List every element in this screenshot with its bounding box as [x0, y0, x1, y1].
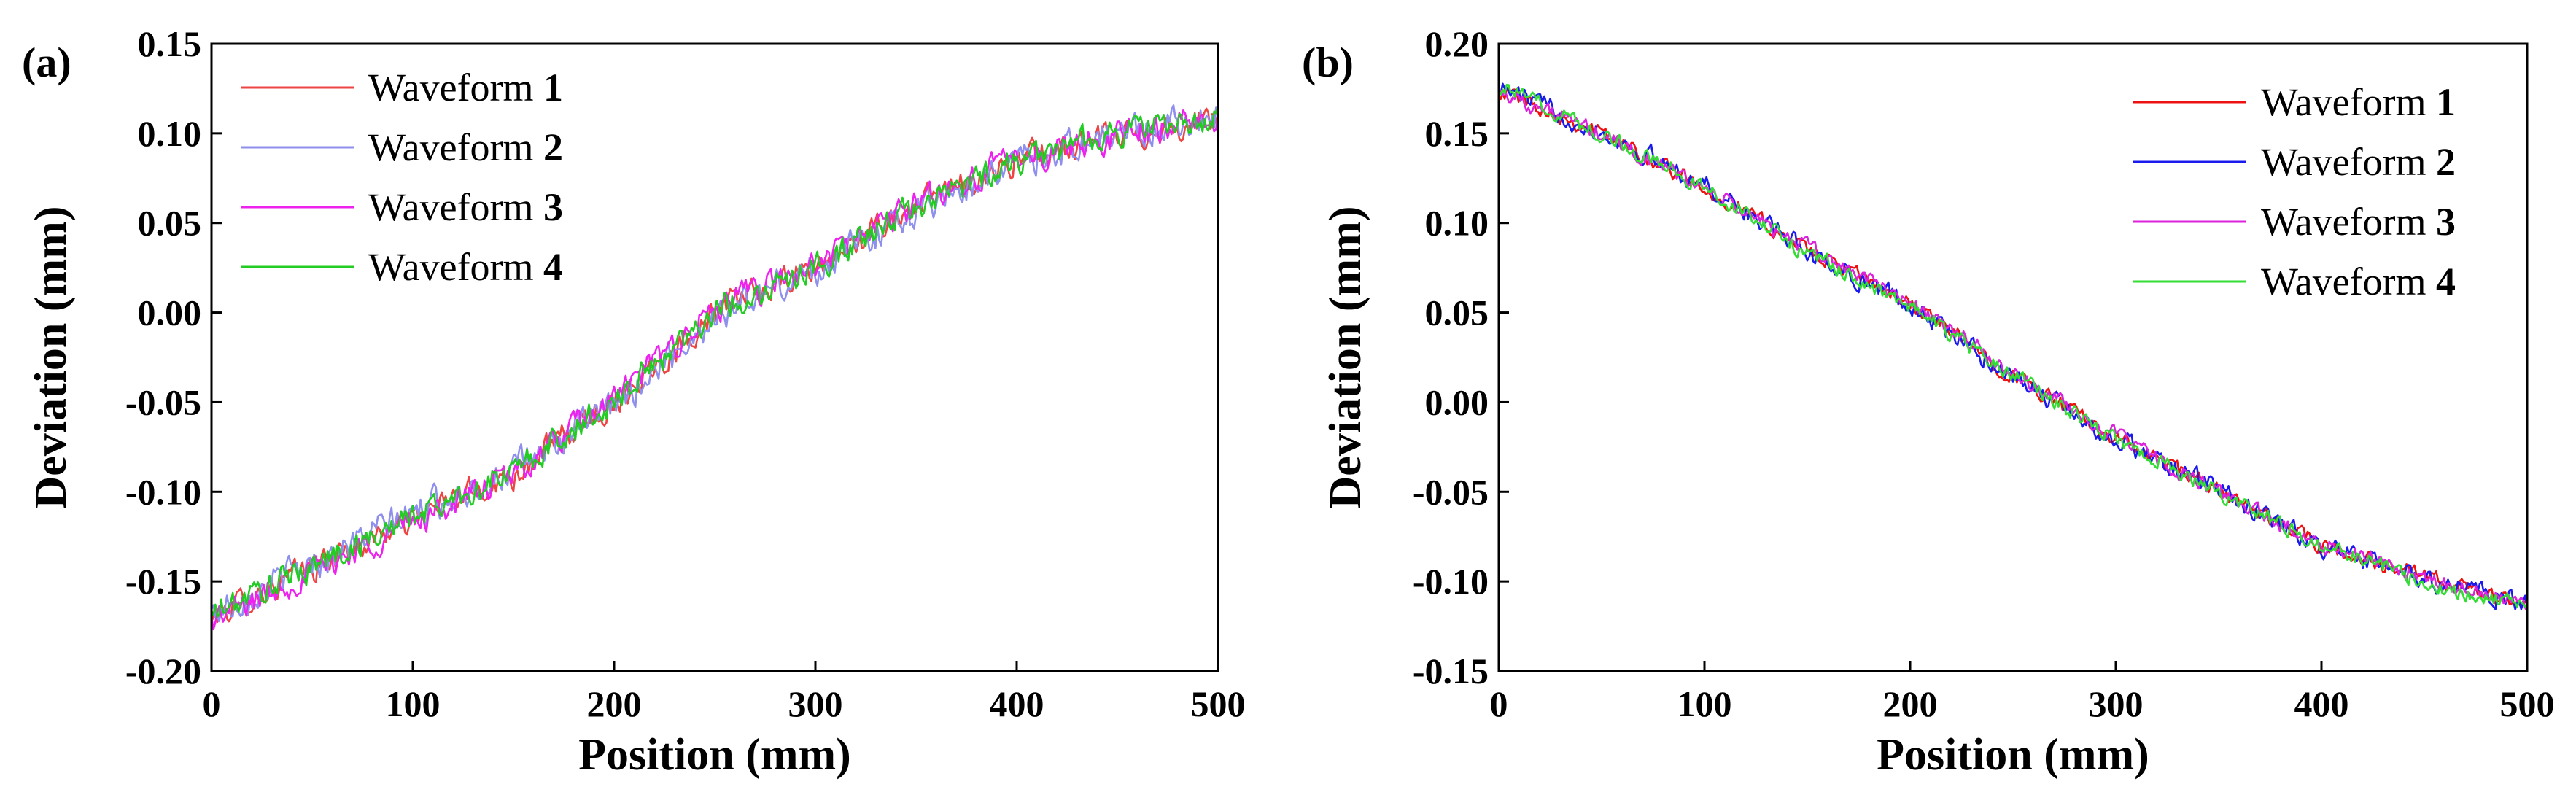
y-tick-label: 0.10 — [1425, 203, 1489, 244]
plot-frame — [1497, 42, 2529, 672]
legend-name: Waveform — [2261, 260, 2436, 303]
legend-number: 1 — [543, 66, 563, 109]
chart-panel-a: (a) 0 100 200 300 400 500 -0.20 -0.15 -0.10 -0.05… — [22, 23, 1246, 780]
y-tick-label: -0.05 — [125, 381, 201, 422]
x-tick-label: 400 — [990, 683, 1044, 724]
y-tick-label: 0.05 — [138, 203, 202, 244]
legend-label: Waveform 4 — [2261, 260, 2456, 303]
legend-number: 2 — [543, 125, 563, 169]
x-tick-label: 500 — [1191, 683, 1246, 724]
legend-number: 1 — [2436, 80, 2456, 124]
x-tick-label: 200 — [1883, 683, 1938, 724]
plot-area — [212, 104, 1218, 631]
y-tick-label: 0.15 — [138, 23, 202, 64]
legend-number: 2 — [2436, 140, 2456, 184]
legend-name: Waveform — [368, 245, 543, 289]
axis-ticks: 0 100 200 300 400 500 -0.15 -0.10 -0.05 0.00 0.05 0… — [1413, 23, 2555, 724]
legend-name: Waveform — [2261, 200, 2436, 244]
y-tick-label: -0.10 — [125, 471, 201, 512]
legend-label: Waveform 2 — [2261, 140, 2456, 184]
legend-name: Waveform — [2261, 140, 2436, 184]
x-tick-label: 400 — [2294, 683, 2349, 724]
x-axis-label: Position (mm) — [578, 730, 851, 780]
y-tick-label: 0.00 — [1425, 381, 1489, 422]
legend-name: Waveform — [368, 185, 543, 229]
x-tick-label: 100 — [1677, 683, 1732, 724]
legend-label: Waveform 3 — [368, 185, 563, 229]
x-axis-label: Position (mm) — [1877, 730, 2149, 780]
legend-number: 3 — [543, 185, 563, 229]
x-tick-label: 300 — [788, 683, 843, 724]
legend-label: Waveform 3 — [2261, 200, 2456, 244]
panel-label: (a) — [22, 39, 71, 86]
x-tick-label: 200 — [587, 683, 642, 724]
series-line-waveform-4 — [212, 105, 1218, 618]
plot-frame — [210, 42, 1219, 672]
x-tick-label: 300 — [2089, 683, 2144, 724]
legend-label: Waveform 1 — [368, 66, 563, 109]
y-tick-label: 0.05 — [1425, 292, 1489, 333]
panel-label: (b) — [1302, 39, 1354, 86]
x-tick-label: 0 — [1490, 683, 1508, 724]
y-tick-label: 0.15 — [1425, 113, 1489, 154]
x-tick-label: 0 — [203, 683, 221, 724]
legend-label: Waveform 1 — [2261, 80, 2456, 124]
plot-area — [1499, 82, 2527, 612]
y-tick-label: 0.20 — [1425, 23, 1489, 64]
x-tick-label: 500 — [2500, 683, 2555, 724]
legend-name: Waveform — [2261, 80, 2436, 124]
legend-label: Waveform 2 — [368, 125, 563, 169]
y-tick-label: 0.00 — [138, 292, 202, 333]
y-axis-label: Deviation (mm) — [26, 206, 76, 509]
legend-name: Waveform — [368, 66, 543, 109]
legend-name: Waveform — [368, 125, 543, 169]
series-line-waveform-3 — [212, 109, 1218, 631]
x-tick-label: 100 — [386, 683, 441, 724]
legend-number: 3 — [2436, 200, 2456, 244]
legend-label: Waveform 4 — [368, 245, 563, 289]
axis-ticks: 0 100 200 300 400 500 -0.20 -0.15 -0.10 -0.05 0.00… — [125, 23, 1246, 724]
legend-number: 4 — [543, 245, 563, 289]
y-tick-label: -0.15 — [125, 561, 201, 602]
y-tick-label: -0.20 — [125, 651, 201, 691]
y-tick-label: -0.10 — [1413, 561, 1489, 602]
y-tick-label: 0.10 — [138, 113, 202, 154]
y-tick-label: -0.15 — [1413, 651, 1489, 691]
chart-panel-b: (b) 0 100 200 300 400 500-0.15-0.10-0.050.000… — [1302, 23, 2555, 780]
legend-number: 4 — [2436, 260, 2456, 303]
y-axis-label: Deviation (mm) — [1321, 206, 1370, 509]
series-line-waveform-4 — [1499, 83, 2527, 610]
y-tick-label: -0.05 — [1413, 471, 1489, 512]
